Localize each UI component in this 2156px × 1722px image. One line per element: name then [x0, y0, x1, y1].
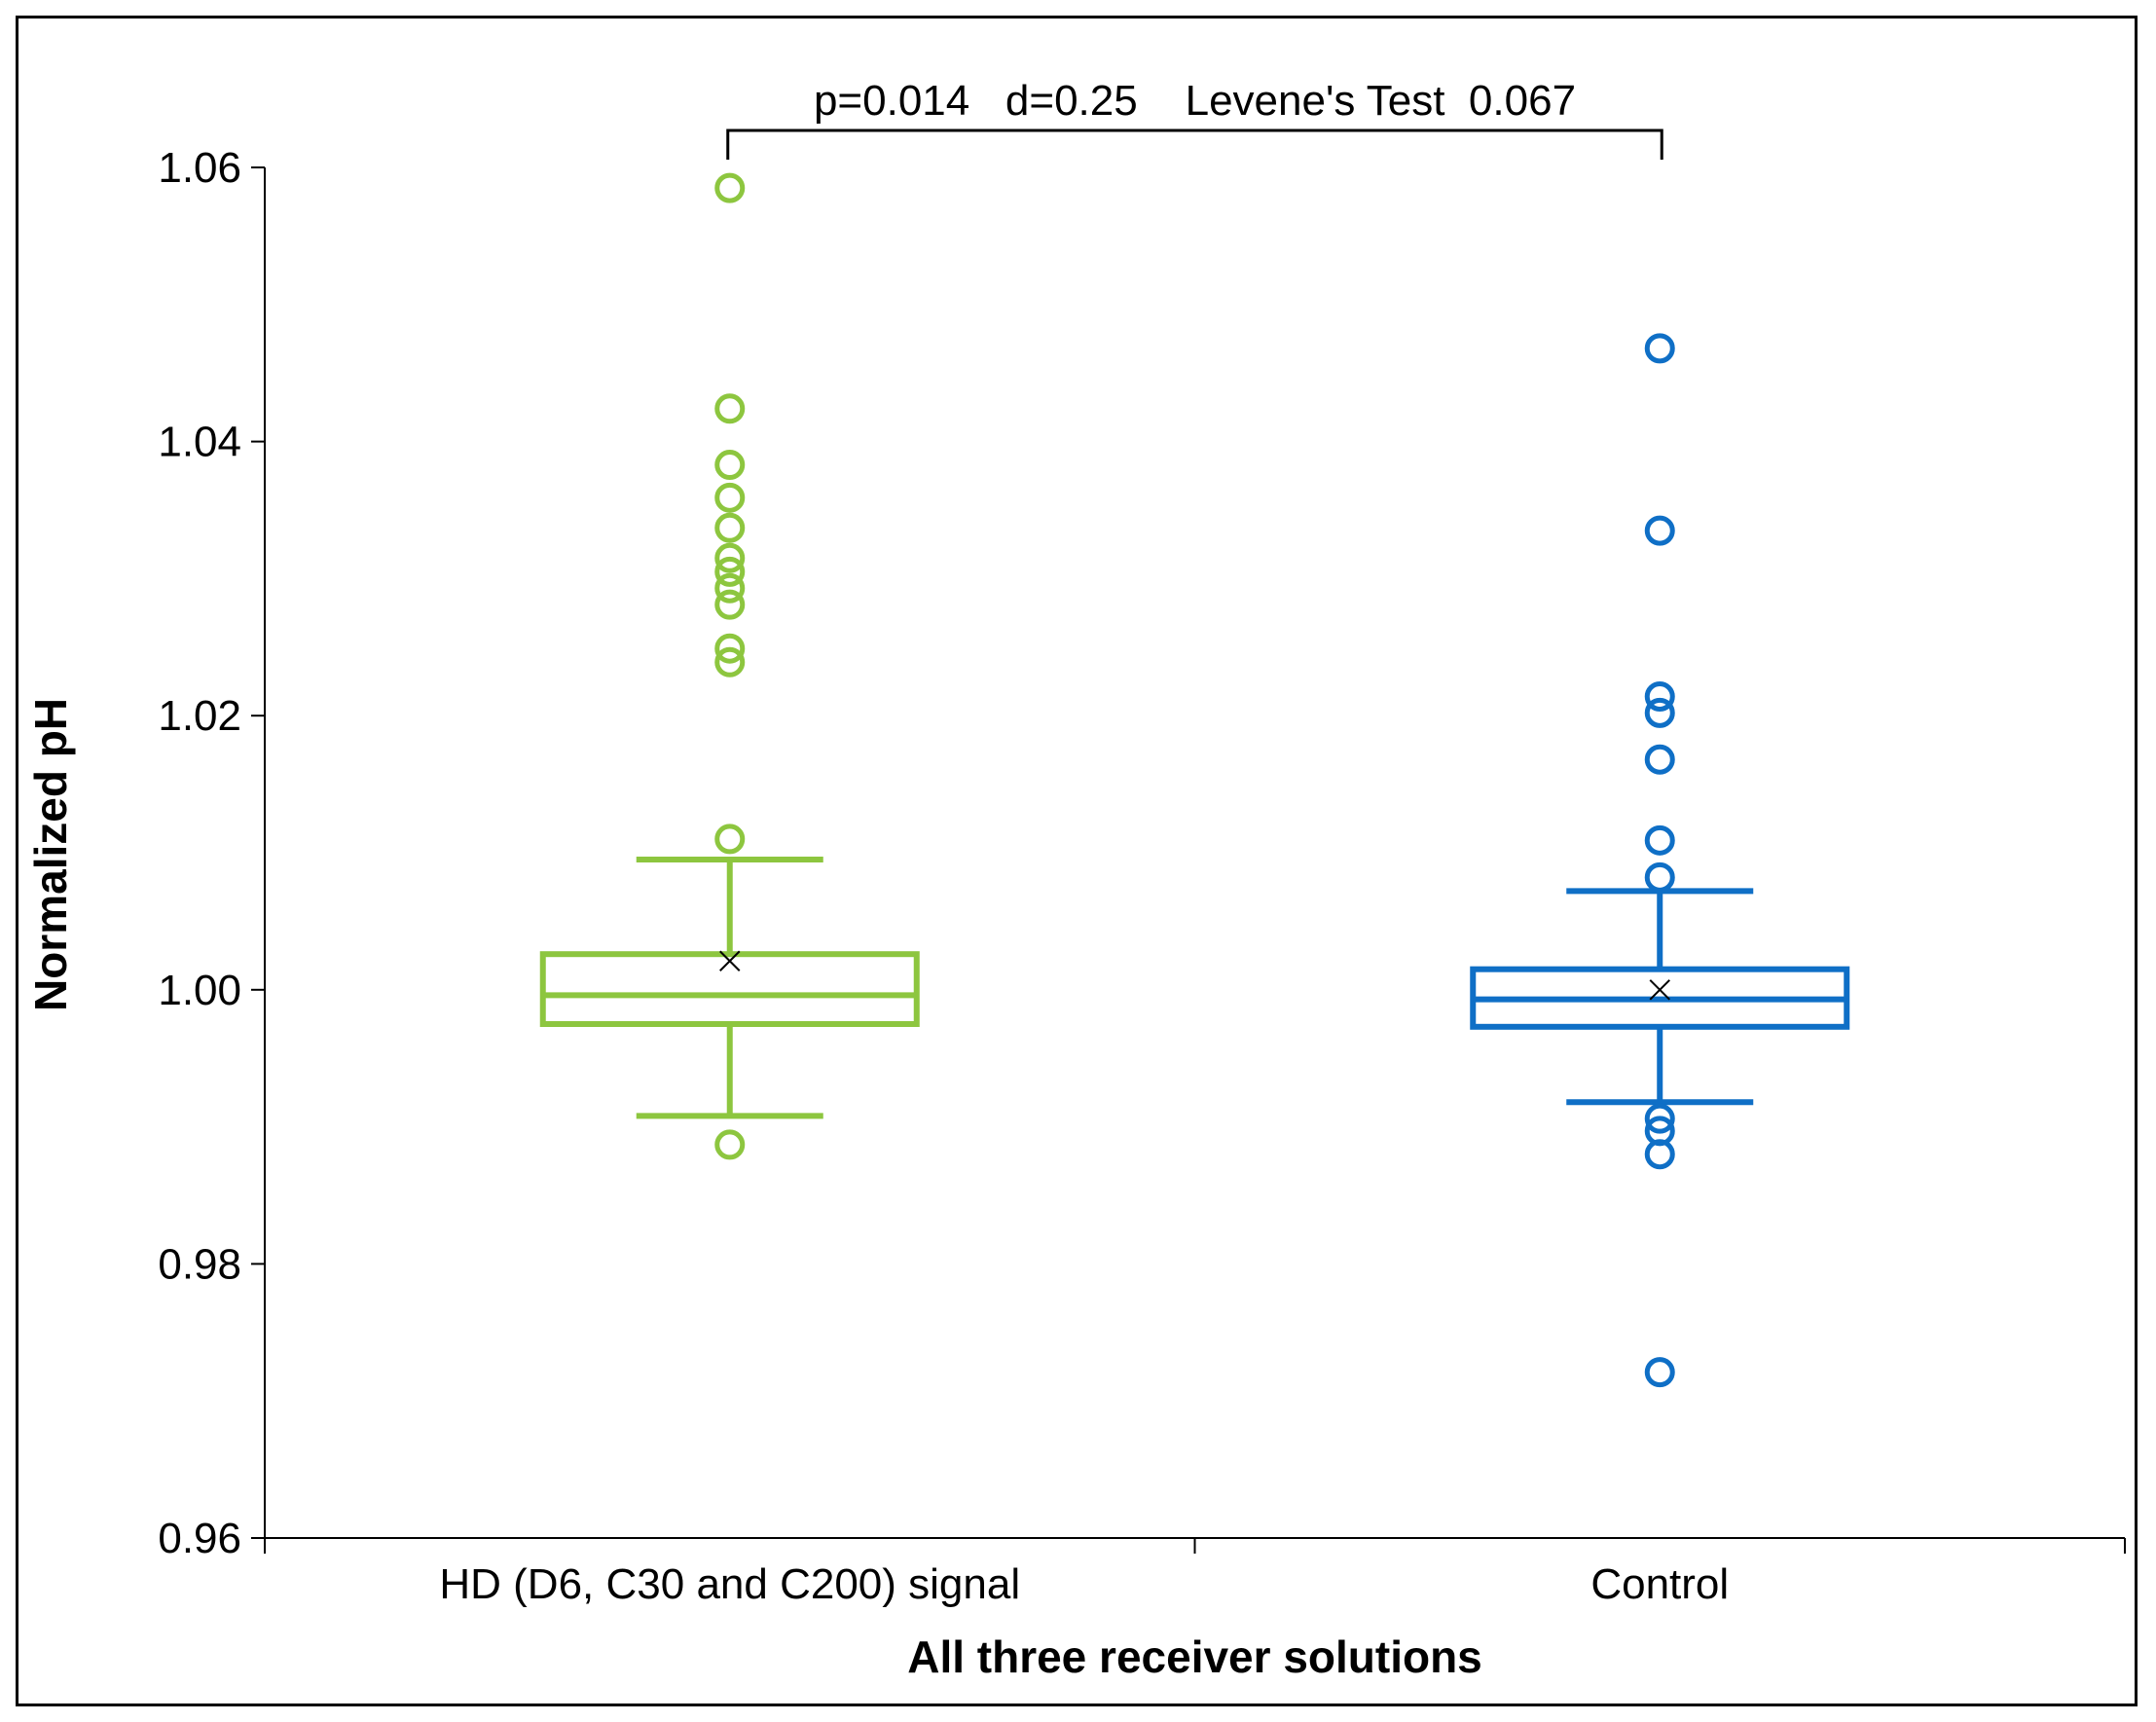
significance-annotation: p=0.014 d=0.25 Levene's Test 0.067	[726, 77, 1663, 160]
y-tick-label: 0.98	[158, 1240, 241, 1288]
outlier-point	[714, 393, 746, 424]
y-axis-title: Normalized pH	[25, 698, 76, 1011]
mean-marker	[1649, 979, 1670, 1001]
mean-marker	[719, 950, 741, 971]
outlier-point	[1644, 1139, 1675, 1170]
outlier-point	[1644, 1357, 1675, 1388]
significance-bracket	[726, 128, 1663, 160]
x-category-label: HD (D6, C30 and C200) signal	[439, 1560, 1020, 1608]
outlier-point	[714, 482, 746, 513]
outlier-point	[714, 589, 746, 620]
outlier-point	[714, 1129, 746, 1160]
outlier-point	[714, 512, 746, 543]
significance-text: p=0.014 d=0.25 Levene's Test 0.067	[814, 77, 1576, 125]
outlier-point	[714, 450, 746, 481]
y-tick-label: 1.04	[158, 419, 241, 466]
axes: 0.96 0.98 1.00 1.02 1.04 1.06 HD (D6, C30 and …	[158, 144, 2126, 1608]
outlier-point	[714, 172, 746, 203]
iqr-box	[539, 951, 920, 1028]
outlier-point	[714, 824, 746, 855]
outlier-point	[714, 556, 746, 587]
outlier-point	[1644, 824, 1675, 856]
x-axis-title: All three receiver solutions	[907, 1631, 1482, 1682]
x-category-label: Control	[1590, 1560, 1729, 1608]
outlier-point	[1644, 697, 1675, 728]
y-tick-label: 0.96	[158, 1515, 241, 1562]
outlier-point	[1644, 861, 1675, 893]
outlier-point	[714, 646, 746, 678]
box-group	[539, 172, 920, 1160]
y-tick-label: 1.00	[158, 967, 241, 1014]
y-tick-label: 1.06	[158, 144, 241, 192]
boxes	[539, 172, 1850, 1388]
chart-frame	[16, 16, 2138, 1706]
outlier-point	[714, 542, 746, 573]
outlier-point	[714, 572, 746, 604]
y-tick-label: 1.02	[158, 692, 241, 740]
outlier-point	[1644, 744, 1675, 775]
outlier-point	[714, 633, 746, 664]
outlier-point	[1644, 680, 1675, 712]
outlier-point	[1644, 333, 1675, 364]
box-group	[1470, 333, 1850, 1388]
outlier-point	[1644, 515, 1675, 546]
outlier-point	[1644, 1103, 1675, 1134]
